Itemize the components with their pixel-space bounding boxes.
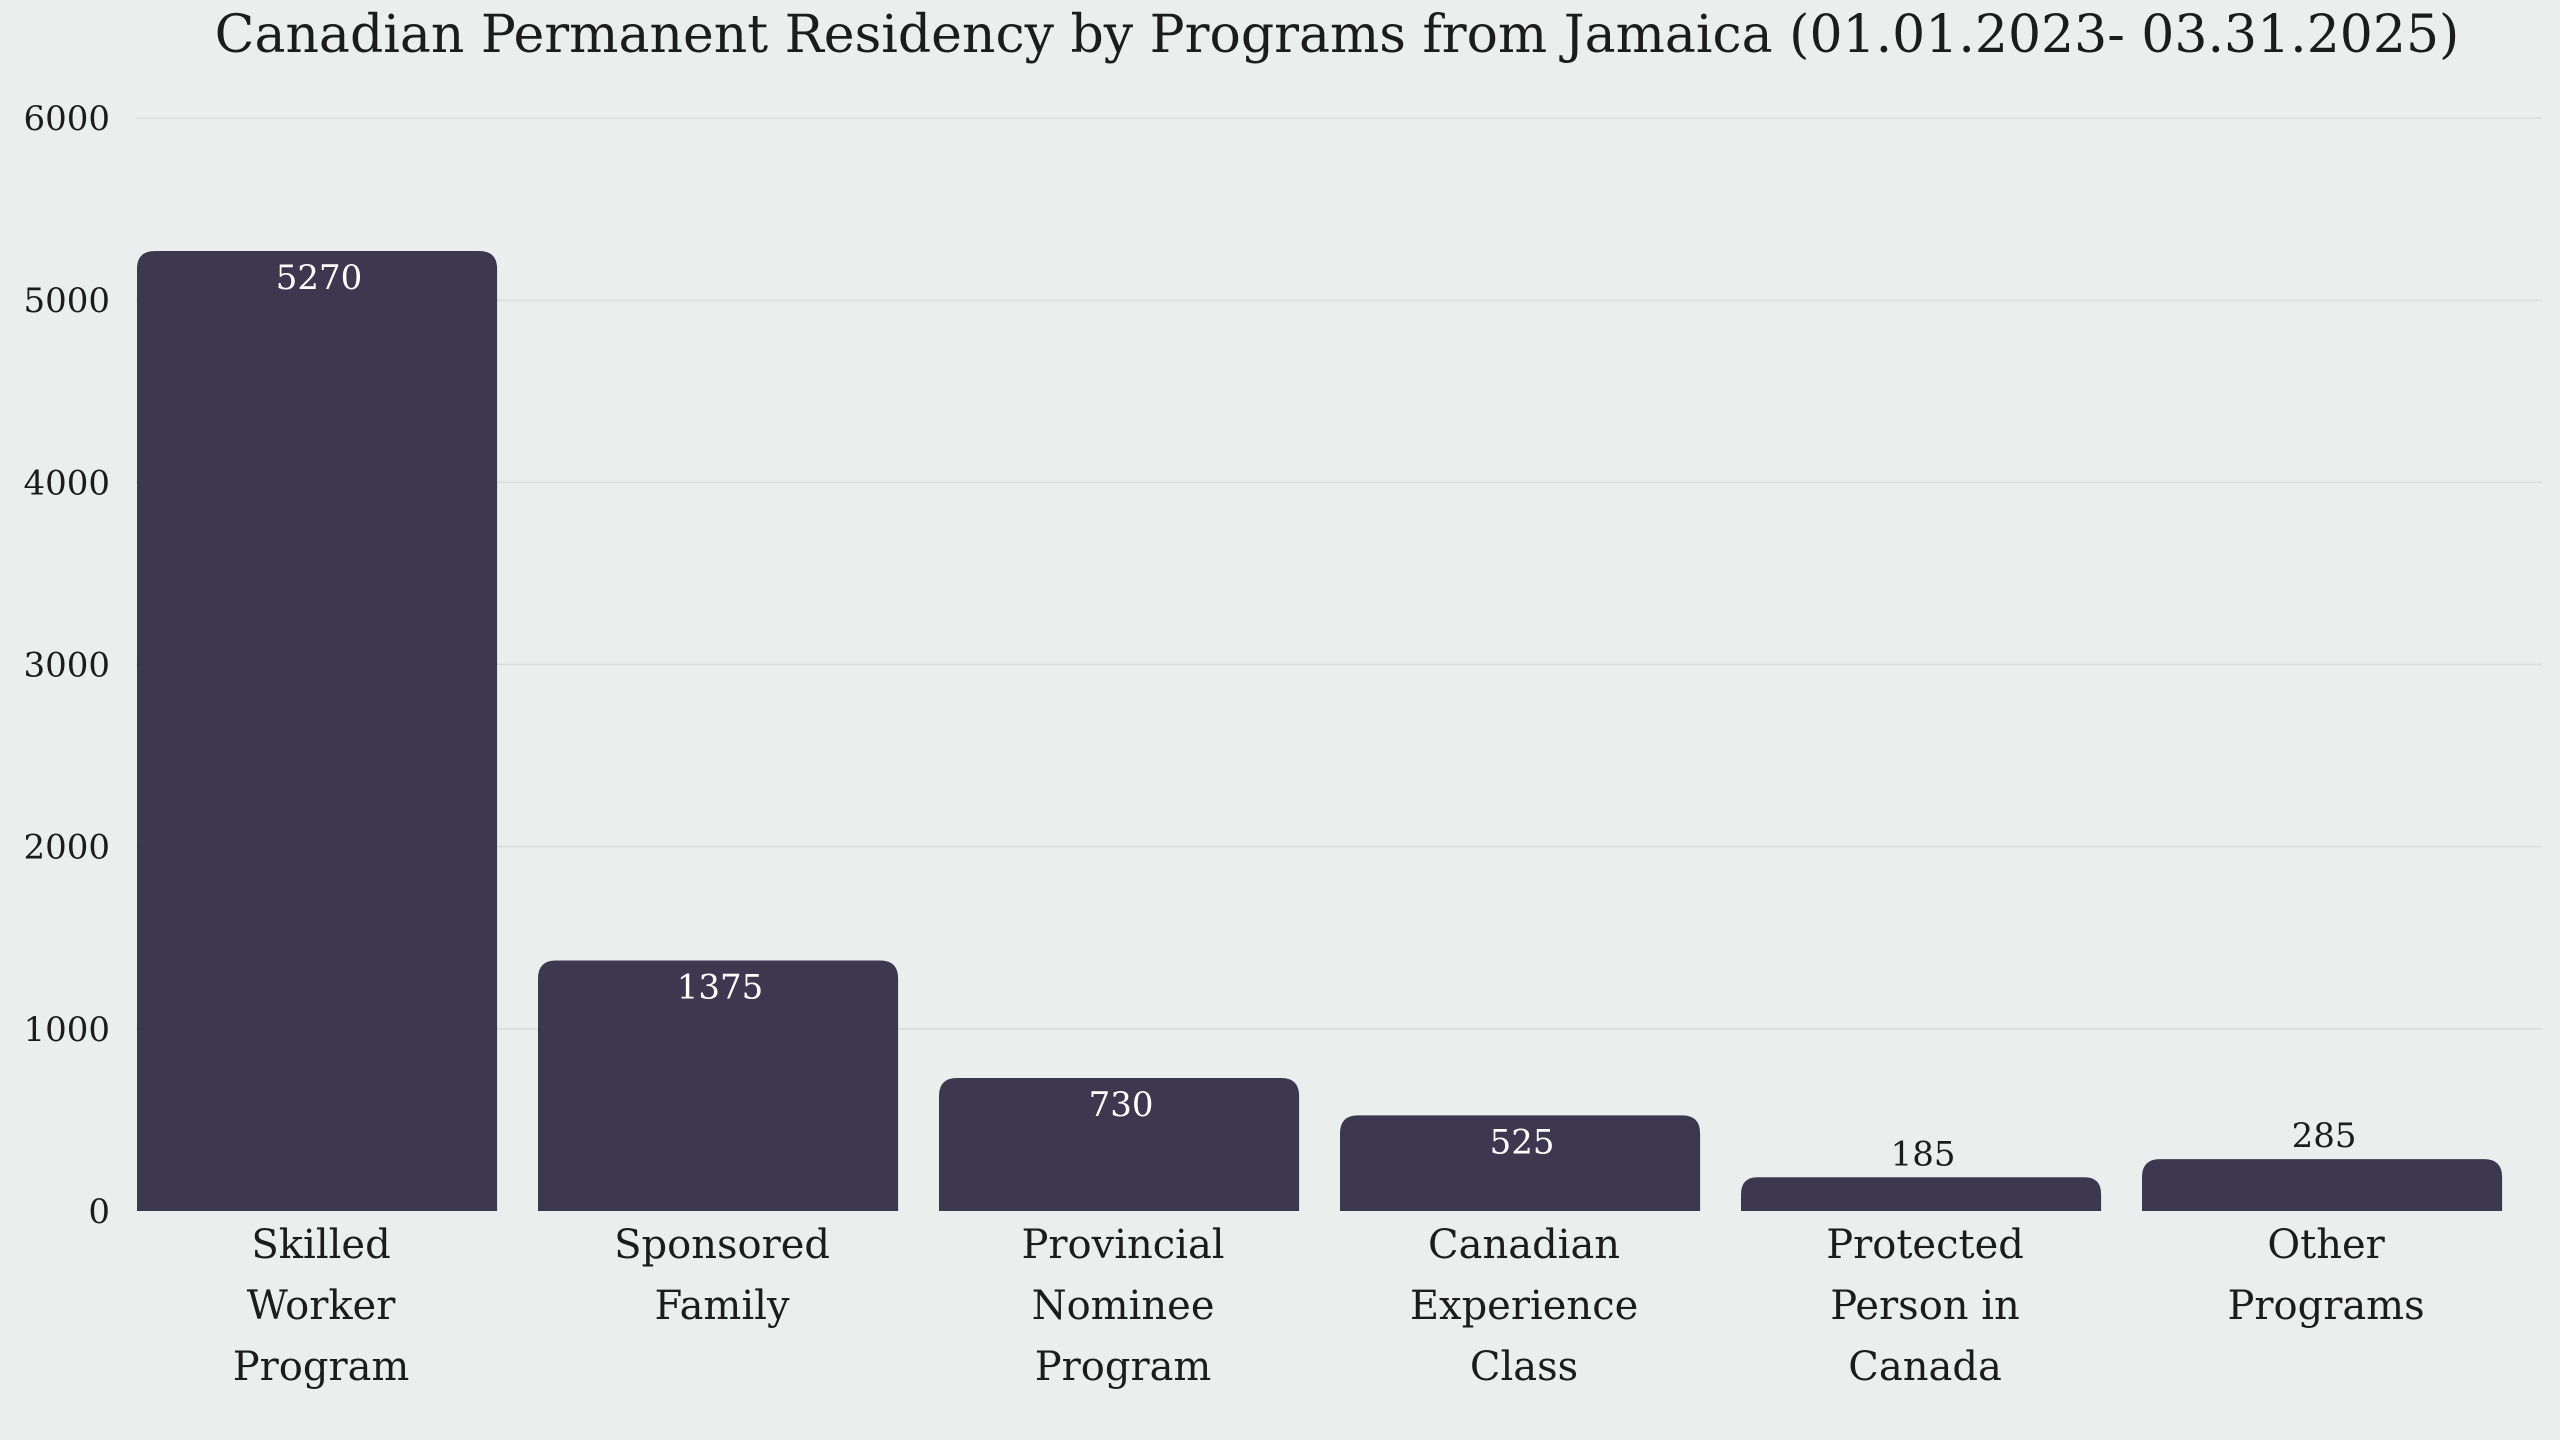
data-labels: 5270 1375 730 525 185 285 [276,258,2357,1174]
bar-3 [1340,1115,1701,1211]
bar-2 [939,1078,1300,1211]
x-tick-label: Canadian Experience Class [1410,1222,1638,1390]
data-label: 1375 [677,968,764,1008]
bar-4 [1741,1177,2102,1211]
x-tick-label: Other Programs [2227,1222,2424,1329]
bars [137,250,2503,1211]
y-tick-label: 3000 [23,646,110,686]
x-tick-label: Skilled Worker Program [233,1222,410,1390]
y-tick-label: 5000 [23,281,110,321]
data-label: 5270 [276,258,363,298]
y-tick-label: 2000 [23,828,110,868]
x-tick-label: Protected Person in Canada [1826,1222,2024,1390]
category-labels: Skilled Worker Program Sponsored Family Provi… [233,1222,2425,1390]
data-label: 730 [1089,1085,1154,1125]
bar-0 [137,250,498,1211]
data-label: 525 [1490,1122,1555,1162]
y-tick-label: 4000 [23,463,110,503]
data-label: 285 [2292,1116,2357,1156]
gridlines [136,117,2542,1030]
chart-title: Canadian Permanent Residency by Programs… [215,5,2460,65]
bar-5 [2142,1159,2503,1211]
y-tick-label: 1000 [23,1010,110,1050]
y-axis-ticks: 0 1000 2000 3000 4000 5000 6000 [23,99,110,1232]
data-label: 185 [1891,1134,1956,1174]
y-tick-label: 0 [88,1192,110,1232]
x-tick-label: Sponsored Family [614,1222,830,1329]
bar-1 [538,960,899,1211]
x-tick-label: Provincial Nominee Program [1021,1222,1224,1390]
y-tick-label: 6000 [23,99,110,139]
